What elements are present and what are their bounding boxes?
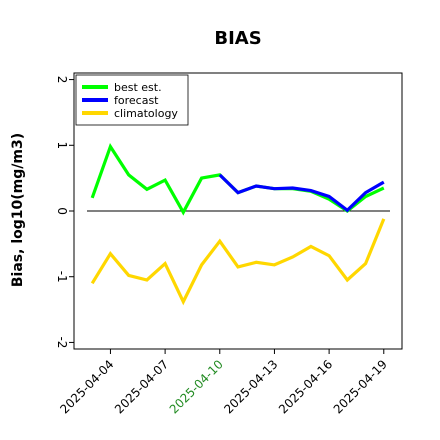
legend-label: best est.	[114, 81, 162, 94]
x-tick-label: 2025-04-04	[57, 357, 116, 416]
y-axis-label: Bias, log10(mg/m3)	[10, 133, 26, 287]
series-line-best-est	[90, 143, 385, 216]
x-tick-label: 2025-04-19	[331, 357, 390, 416]
x-tick-label: 2025-04-07	[112, 357, 171, 416]
y-tick-label: 1	[55, 141, 69, 149]
series-line-climatology	[90, 218, 386, 306]
y-tick-label: -2	[55, 336, 69, 348]
series-line-forecast	[218, 173, 385, 213]
y-tick-label: 2	[55, 76, 69, 84]
y-tick-label: -1	[55, 271, 69, 283]
x-axis-ticks: 2025-04-042025-04-072025-04-102025-04-13…	[57, 349, 390, 416]
legend-label: forecast	[114, 94, 159, 107]
legend-label: climatology	[114, 107, 178, 120]
x-tick-label: 2025-04-10	[167, 357, 226, 416]
x-tick-label: 2025-04-13	[221, 357, 280, 416]
y-tick-label: 0	[55, 207, 69, 215]
y-axis-ticks: -2 -1 0 1 2	[55, 76, 74, 348]
chart-title: BIAS	[214, 28, 261, 49]
series-lines	[90, 143, 386, 306]
x-tick-label: 2025-04-16	[276, 357, 335, 416]
